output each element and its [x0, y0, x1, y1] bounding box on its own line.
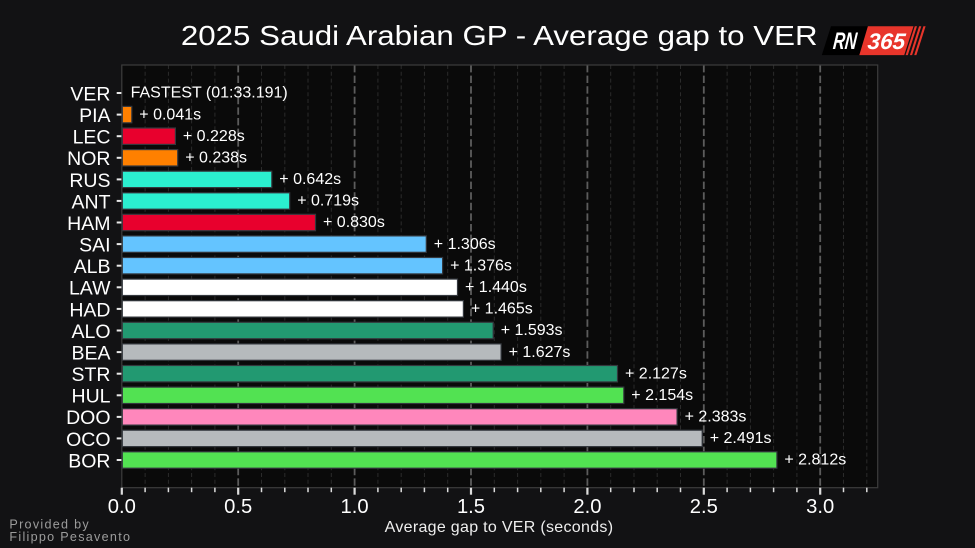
svg-text:+ 0.830s: + 0.830s — [323, 214, 385, 231]
svg-text:+ 0.719s: + 0.719s — [297, 193, 359, 210]
svg-text:+ 2.154s: + 2.154s — [631, 387, 693, 404]
svg-text:DOO: DOO — [66, 407, 110, 429]
svg-text:365: 365 — [867, 29, 908, 54]
svg-text:LEC: LEC — [73, 127, 111, 149]
svg-text:OCO: OCO — [66, 429, 110, 451]
svg-text:RN: RN — [832, 28, 859, 55]
svg-text:1.0: 1.0 — [341, 496, 369, 518]
svg-text:+ 1.627s: + 1.627s — [509, 344, 571, 361]
svg-text:3.0: 3.0 — [806, 496, 834, 518]
svg-text:2.0: 2.0 — [573, 496, 601, 518]
svg-text:LAW: LAW — [69, 278, 111, 300]
svg-text:+ 2.383s: + 2.383s — [685, 409, 747, 426]
svg-text:0.0: 0.0 — [108, 496, 136, 518]
svg-text:STR: STR — [72, 364, 111, 386]
svg-text:+ 1.465s: + 1.465s — [471, 301, 533, 318]
svg-text:VER: VER — [70, 83, 110, 105]
svg-text:+ 0.228s: + 0.228s — [183, 128, 245, 145]
svg-text:0.5: 0.5 — [224, 496, 252, 518]
svg-text:RUS: RUS — [69, 170, 110, 192]
svg-text:Average gap to VER (seconds): Average gap to VER (seconds) — [385, 519, 614, 536]
svg-text:Provided by: Provided by — [9, 517, 90, 531]
svg-text:+ 0.238s: + 0.238s — [185, 150, 247, 167]
svg-text:2025 Saudi Arabian GP - Averag: 2025 Saudi Arabian GP - Average gap to V… — [181, 21, 818, 52]
svg-text:BOR: BOR — [68, 450, 110, 472]
svg-text:SAI: SAI — [79, 235, 110, 257]
svg-text:FASTEST (01:33.191): FASTEST (01:33.191) — [131, 85, 288, 102]
svg-text:ALO: ALO — [71, 321, 110, 343]
svg-text:HUL: HUL — [71, 386, 110, 408]
svg-text:+ 1.440s: + 1.440s — [465, 279, 527, 296]
svg-text:1.5: 1.5 — [457, 496, 485, 518]
svg-text:+ 0.041s: + 0.041s — [139, 106, 201, 123]
svg-text:HAD: HAD — [69, 299, 110, 321]
svg-text:NOR: NOR — [67, 148, 110, 170]
svg-text:+ 2.127s: + 2.127s — [625, 365, 687, 382]
svg-text:+ 1.376s: + 1.376s — [450, 257, 512, 274]
svg-text:+ 1.306s: + 1.306s — [434, 236, 496, 253]
svg-text:ANT: ANT — [72, 191, 111, 213]
svg-text:HAM: HAM — [67, 213, 110, 235]
svg-text:ALB: ALB — [74, 256, 111, 278]
svg-text:+ 2.812s: + 2.812s — [784, 452, 846, 469]
svg-text:Filippo Pesavento: Filippo Pesavento — [9, 530, 131, 544]
svg-text:+ 1.593s: + 1.593s — [501, 322, 563, 339]
svg-text:+ 2.491s: + 2.491s — [710, 430, 772, 447]
svg-text:+ 0.642s: + 0.642s — [279, 171, 341, 188]
svg-text:PIA: PIA — [79, 105, 110, 127]
svg-text:BEA: BEA — [71, 343, 110, 365]
svg-text:2.5: 2.5 — [690, 496, 718, 518]
